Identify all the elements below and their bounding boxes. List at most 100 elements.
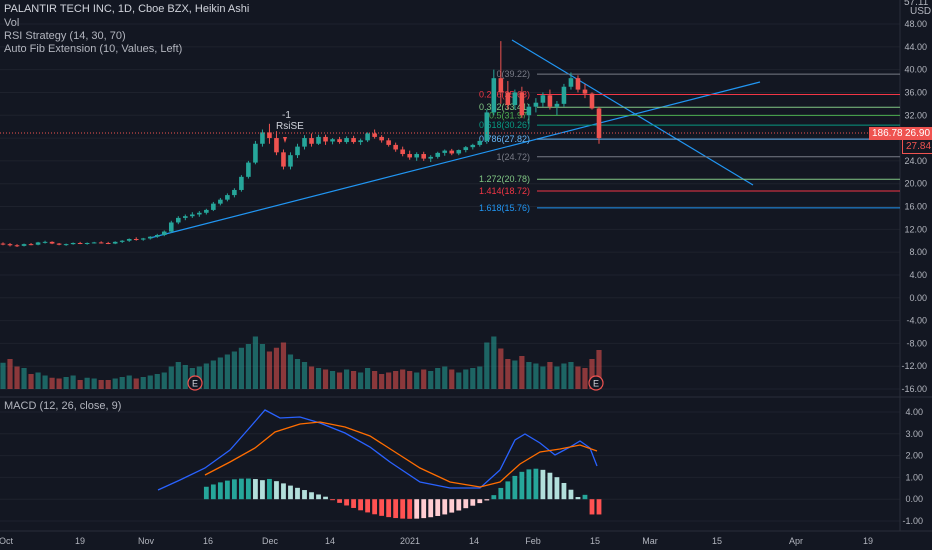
macd-histogram-bar	[288, 485, 293, 500]
volume-bar	[456, 372, 462, 389]
volume-bar	[533, 363, 539, 389]
price-tick-label: -16.00	[901, 384, 927, 394]
macd-histogram-bar	[582, 494, 588, 500]
signal-line	[204, 421, 598, 488]
macd-histogram-bar	[393, 499, 399, 519]
macd-tick-label: 2.00	[905, 451, 923, 461]
candle-body	[449, 150, 455, 154]
time-tick-label: 2021	[400, 536, 420, 546]
candle-body	[400, 149, 405, 155]
macd-histogram-bar	[589, 499, 595, 515]
candle-body	[204, 209, 209, 213]
last-price-badge: 26.90	[902, 127, 932, 140]
macd-histogram-bar	[210, 484, 216, 500]
macd-histogram-bar	[547, 472, 553, 500]
volume-bar	[484, 342, 490, 389]
macd-histogram-bar	[239, 478, 244, 500]
macd-histogram-bar	[351, 499, 356, 508]
volume-bar	[526, 362, 532, 389]
price-tick-label: 40.00	[904, 65, 927, 75]
macd-histogram-bar	[449, 499, 455, 513]
volume-bar	[589, 359, 595, 389]
candle-body	[309, 138, 314, 144]
time-tick-label: 14	[325, 536, 335, 546]
volume-bar	[224, 354, 230, 389]
volume-bar	[519, 356, 525, 389]
time-tick-label: 14	[469, 536, 479, 546]
volume-bar	[42, 375, 48, 389]
macd-histogram-bar	[477, 499, 483, 504]
candle-body	[323, 136, 328, 142]
macd-histogram-bar	[260, 480, 265, 500]
volume-bar	[554, 366, 560, 389]
macd-histogram-bar	[344, 499, 349, 506]
fib-level-label: 0.382(33.41)	[479, 102, 530, 112]
macd-histogram-bar	[512, 475, 518, 500]
price-tick-label: 8.00	[909, 247, 927, 257]
time-tick-label: 16	[203, 536, 213, 546]
volume-bar	[498, 348, 504, 389]
volume-bar	[442, 366, 448, 389]
macd-histogram-bar	[203, 486, 209, 500]
macd-legend: MACD (12, 26, close, 9)	[4, 400, 122, 412]
candle-body	[316, 136, 321, 144]
time-tick-label: 19	[863, 536, 873, 546]
macd-histogram-bar	[484, 499, 490, 501]
time-tick-label: Mar	[642, 536, 658, 546]
volume-bar	[210, 360, 216, 389]
price-tick-label: 20.00	[904, 179, 927, 189]
price-tick-label: 48.00	[904, 19, 927, 29]
candle-body	[42, 241, 48, 243]
macd-histogram-bar	[463, 499, 469, 509]
candle-body	[154, 235, 160, 237]
candle-body	[35, 242, 41, 245]
top-price-label: 57.11	[904, 0, 929, 8]
price-tick-label: 4.00	[909, 270, 927, 280]
macd-histogram-bar	[554, 477, 560, 500]
macd-tick-label: 1.00	[905, 472, 923, 482]
volume-bar	[568, 362, 574, 389]
candle-body	[526, 106, 532, 116]
volume-bar	[329, 371, 336, 389]
volume-bar	[28, 374, 34, 389]
candle-body	[456, 150, 462, 154]
price-tick-label: 0.00	[909, 293, 927, 303]
price-tick-label: -4.00	[906, 316, 927, 326]
candle-body	[491, 78, 497, 113]
candle-body	[183, 216, 188, 218]
candle-body	[232, 189, 237, 196]
fib-level-label: 1.618(15.76)	[479, 203, 530, 213]
volume-bar	[56, 378, 62, 389]
macd-histogram-bar	[246, 478, 251, 500]
volume-bar	[252, 336, 259, 389]
volume-bar	[547, 362, 553, 389]
volume-bar	[393, 371, 399, 389]
candle-body	[281, 152, 286, 167]
volume-bar	[414, 372, 420, 389]
time-tick-label: Feb	[525, 536, 541, 546]
earnings-label: E	[192, 379, 198, 389]
macd-histogram-bar	[281, 483, 286, 500]
rsi-signal-name: RsiSE	[276, 121, 304, 132]
volume-bar	[147, 375, 153, 389]
macd-histogram-bar	[302, 490, 307, 500]
macd-histogram-bar	[337, 499, 342, 503]
volume-bar	[470, 368, 476, 389]
fib-level-label: 1.414(18.72)	[479, 186, 530, 196]
volume-bar	[203, 363, 209, 389]
candle-body	[161, 231, 167, 236]
prev-price-badge: 27.84	[902, 139, 932, 154]
fib-level-label: 0.618(30.26)	[479, 120, 530, 130]
volume-bar	[365, 368, 371, 389]
candle-body	[435, 152, 441, 157]
candle-body	[21, 244, 27, 246]
candle-body	[505, 92, 511, 105]
macd-histogram-bar	[428, 499, 434, 518]
macd-histogram-bar	[596, 499, 602, 515]
candle-body	[386, 140, 391, 145]
candle-body	[49, 241, 55, 244]
candle-body	[330, 139, 335, 142]
volume-bar	[259, 344, 266, 389]
macd-histogram-bar	[442, 499, 448, 515]
